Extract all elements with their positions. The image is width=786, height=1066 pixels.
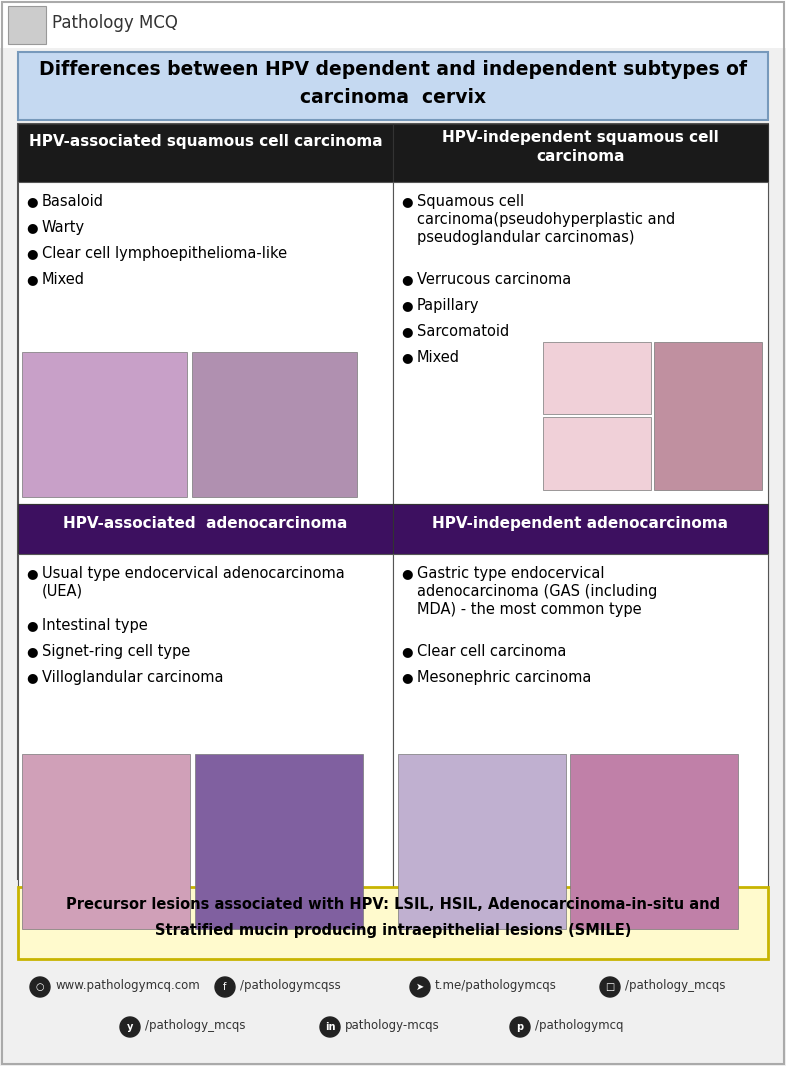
Bar (192, 352, 357, 497)
Text: ●: ● (401, 273, 413, 286)
Bar (393, 124, 768, 182)
Text: Gastric type endocervical
adenocarcinoma (GAS (including
MDA) - the most common : Gastric type endocervical adenocarcinoma… (417, 566, 657, 617)
Text: y: y (127, 1022, 133, 1032)
Bar (18, 52, 768, 120)
Text: Mixed: Mixed (42, 272, 85, 287)
Bar (22, 352, 187, 497)
Text: ●: ● (26, 273, 38, 286)
Text: Papillary: Papillary (417, 298, 479, 313)
Text: /pathology_mcqs: /pathology_mcqs (625, 979, 725, 992)
Text: Mixed: Mixed (417, 350, 460, 365)
Text: Usual type endocervical adenocarcinoma
(UEA): Usual type endocervical adenocarcinoma (… (42, 566, 345, 599)
Circle shape (510, 1017, 530, 1037)
Text: Differences between HPV dependent and independent subtypes of: Differences between HPV dependent and in… (39, 60, 747, 79)
Text: Warty: Warty (42, 220, 85, 235)
Text: Villoglandular carcinoma: Villoglandular carcinoma (42, 671, 223, 685)
Text: Basaloid: Basaloid (42, 194, 104, 209)
Text: Signet-ring cell type: Signet-ring cell type (42, 644, 190, 659)
Bar (18, 124, 768, 879)
Circle shape (320, 1017, 340, 1037)
Text: ●: ● (401, 567, 413, 580)
Bar (18, 504, 393, 554)
Text: ●: ● (401, 645, 413, 658)
Circle shape (600, 978, 620, 997)
Bar (398, 754, 566, 928)
Bar (18, 182, 393, 504)
Text: Squamous cell
carcinoma(pseudohyperplastic and
pseudoglandular carcinomas): Squamous cell carcinoma(pseudohyperplast… (417, 194, 675, 245)
Text: ●: ● (401, 298, 413, 312)
Text: ●: ● (26, 671, 38, 684)
Text: ○: ○ (35, 982, 44, 992)
Text: ●: ● (26, 195, 38, 208)
Text: ●: ● (26, 619, 38, 632)
Text: ●: ● (26, 567, 38, 580)
Text: Sarcomatoid: Sarcomatoid (417, 324, 509, 339)
Text: ➤: ➤ (416, 982, 424, 992)
Bar (0, 0, 786, 48)
Bar (8, 6, 46, 44)
Text: /pathologymcq: /pathologymcq (535, 1019, 623, 1032)
Circle shape (410, 978, 430, 997)
Text: ●: ● (401, 195, 413, 208)
Bar (393, 182, 768, 504)
Bar (22, 754, 190, 928)
Text: t.me/pathologymcqs: t.me/pathologymcqs (435, 979, 556, 992)
Text: ●: ● (401, 671, 413, 684)
Text: Pathology MCQ: Pathology MCQ (52, 14, 178, 32)
Text: Precursor lesions associated with HPV: LSIL, HSIL, Adenocarcinoma-in-situ and: Precursor lesions associated with HPV: L… (66, 897, 720, 912)
Bar (18, 887, 768, 959)
Text: in: in (325, 1022, 336, 1032)
Bar (195, 754, 363, 928)
Circle shape (30, 978, 50, 997)
Text: HPV-associated  adenocarcinoma: HPV-associated adenocarcinoma (64, 516, 347, 531)
Text: Clear cell lymphoepithelioma-like: Clear cell lymphoepithelioma-like (42, 246, 287, 261)
Text: Stratified mucin producing intraepithelial lesions (SMILE): Stratified mucin producing intraepitheli… (155, 923, 631, 938)
Bar (18, 124, 393, 182)
Text: p: p (516, 1022, 523, 1032)
Bar (393, 504, 768, 554)
Text: f: f (223, 982, 226, 992)
Text: HPV-associated squamous cell carcinoma: HPV-associated squamous cell carcinoma (28, 134, 382, 149)
Text: www.pathologymcq.com: www.pathologymcq.com (55, 979, 200, 992)
Text: ●: ● (401, 351, 413, 364)
Bar (543, 342, 651, 414)
Text: ●: ● (26, 645, 38, 658)
Circle shape (215, 978, 235, 997)
Text: ●: ● (26, 221, 38, 235)
Text: ●: ● (401, 325, 413, 338)
Bar (570, 754, 738, 928)
Bar (18, 554, 393, 939)
Text: Verrucous carcinoma: Verrucous carcinoma (417, 272, 571, 287)
Text: Mesonephric carcinoma: Mesonephric carcinoma (417, 671, 591, 685)
Text: Clear cell carcinoma: Clear cell carcinoma (417, 644, 567, 659)
Bar (654, 342, 762, 490)
Text: HPV-independent adenocarcinoma: HPV-independent adenocarcinoma (432, 516, 729, 531)
Text: /pathology_mcqs: /pathology_mcqs (145, 1019, 245, 1032)
Text: /pathologymcqss: /pathologymcqss (240, 979, 341, 992)
Text: Intestinal type: Intestinal type (42, 618, 148, 633)
Bar (543, 417, 651, 490)
Text: □: □ (605, 982, 615, 992)
Text: carcinoma  cervix: carcinoma cervix (300, 88, 486, 107)
Circle shape (120, 1017, 140, 1037)
Text: ●: ● (26, 247, 38, 260)
Text: pathology-mcqs: pathology-mcqs (345, 1019, 439, 1032)
Text: HPV-independent squamous cell
carcinoma: HPV-independent squamous cell carcinoma (442, 130, 719, 163)
Bar (393, 554, 768, 939)
